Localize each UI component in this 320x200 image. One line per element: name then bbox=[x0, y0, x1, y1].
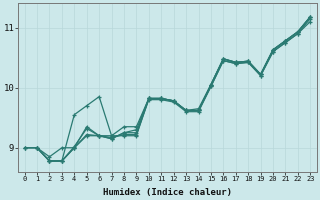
X-axis label: Humidex (Indice chaleur): Humidex (Indice chaleur) bbox=[103, 188, 232, 197]
